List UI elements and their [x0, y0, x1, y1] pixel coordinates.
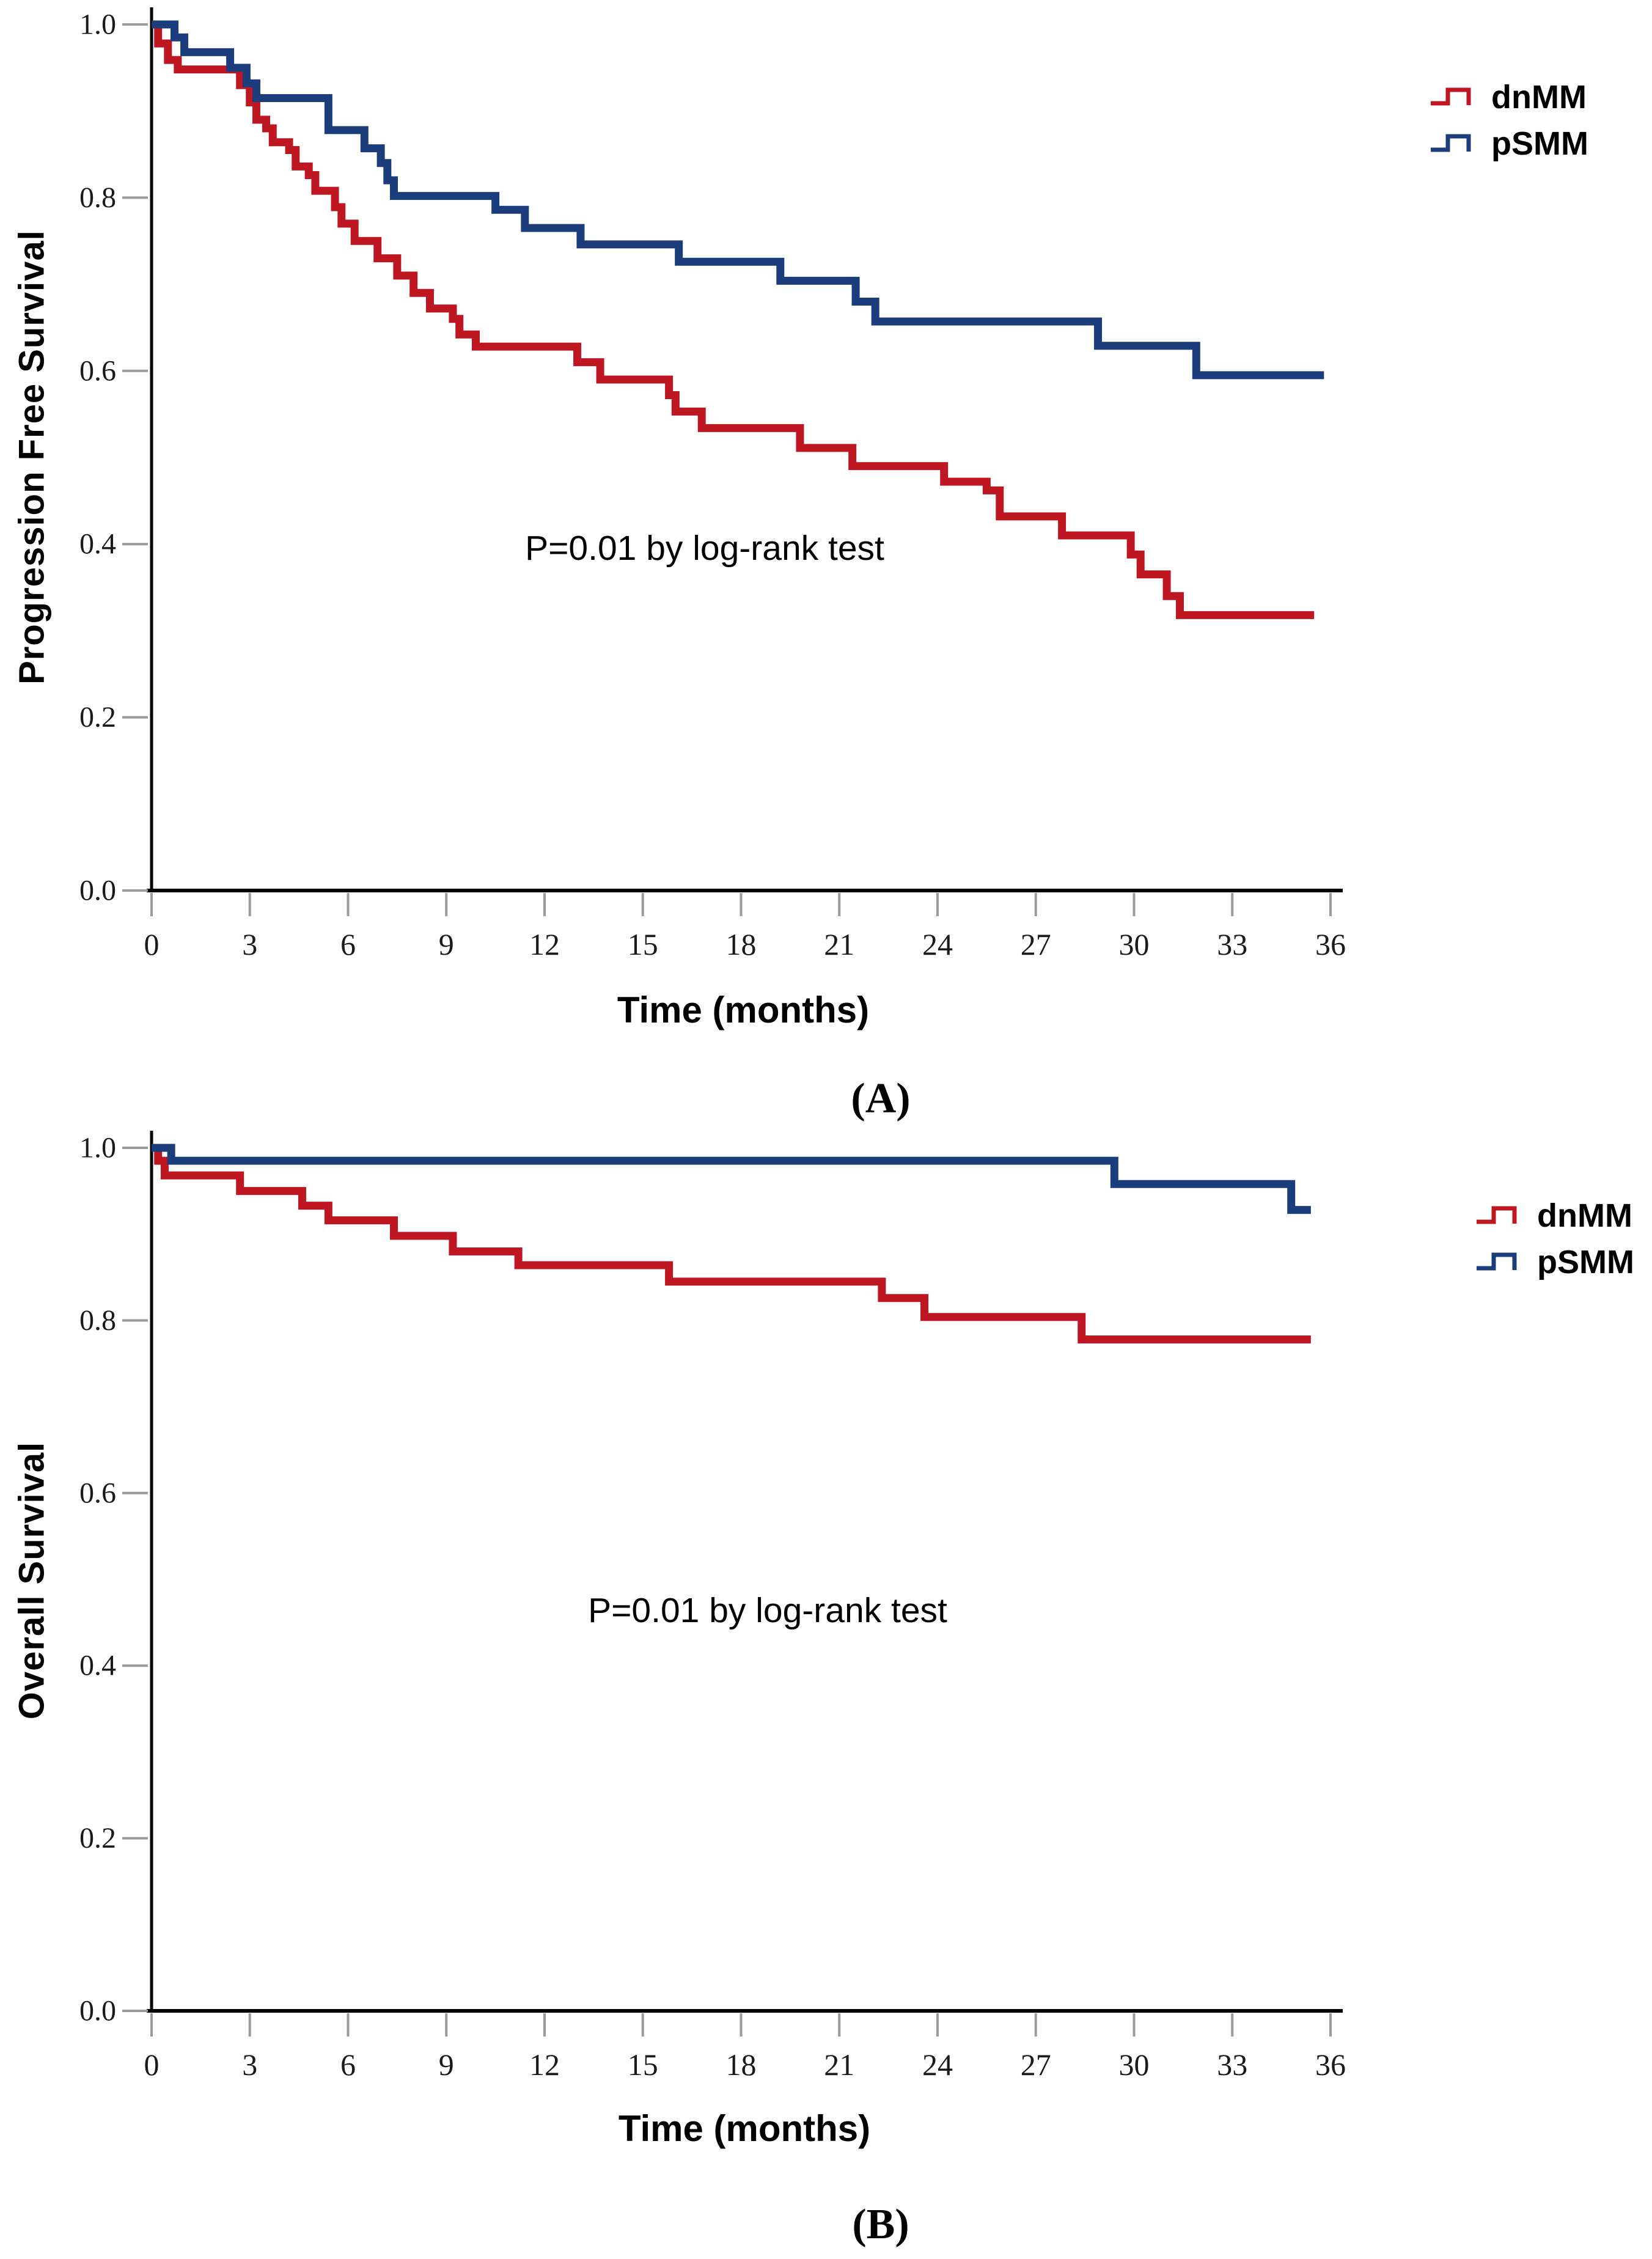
x-tick-label: 15 [628, 927, 658, 961]
pfs-x-axis-title: Time (months) [617, 990, 870, 1030]
x-tick-label: 30 [1119, 2048, 1150, 2082]
y-tick-label: 0.8 [79, 1304, 116, 1337]
y-tick-label: 0.4 [79, 528, 116, 560]
y-tick-label: 0.0 [79, 1995, 116, 2027]
pSMM-step-line-icon [1431, 134, 1471, 152]
os-panel-caption: (B) [852, 2201, 909, 2248]
os-y-axis-title: Overall Survival [12, 1441, 52, 1720]
series-pSMM-curve [152, 1144, 1311, 1214]
x-tick-label: 0 [144, 927, 160, 961]
y-tick-label: 0.2 [79, 1822, 116, 1854]
os-pvalue-annotation: P=0.01 by log-rank test [588, 1591, 947, 1630]
dnMM-step-glyph [1477, 1206, 1517, 1224]
pfs-legend: dnMM pSMM [1429, 78, 1588, 163]
x-tick-label: 33 [1217, 2048, 1247, 2082]
y-tick-label: 0.6 [79, 1477, 116, 1509]
pSMM-step-glyph [1477, 1252, 1517, 1271]
pSMM-step-glyph [1431, 134, 1471, 152]
pfs-pvalue-annotation: P=0.01 by log-rank test [525, 529, 884, 568]
legend-label-dnMM: dnMM [1537, 1197, 1632, 1234]
series-dnMM-curve [152, 20, 1315, 619]
x-tick-label: 9 [439, 927, 454, 961]
legend-label-pSMM: pSMM [1537, 1244, 1634, 1280]
pSMM-step-line-icon [1477, 1252, 1517, 1271]
legend-label-pSMM: pSMM [1491, 125, 1588, 162]
x-tick-label: 6 [340, 2048, 356, 2082]
x-tick-label: 30 [1119, 927, 1150, 961]
pfs-y-axis-title: Progression Free Survival [12, 230, 52, 685]
os-x-axis-title: Time (months) [618, 2108, 871, 2149]
legend-item-pSMM: pSMM [1429, 125, 1588, 163]
series-pSMM-curve [152, 20, 1324, 380]
y-tick-label: 0.4 [79, 1650, 116, 1682]
x-tick-label: 21 [824, 2048, 854, 2082]
x-tick-label: 24 [922, 2048, 953, 2082]
x-tick-label: 0 [144, 2048, 160, 2082]
dnMM-step-glyph [1431, 87, 1471, 106]
x-tick-label: 21 [824, 927, 854, 961]
x-tick-label: 33 [1217, 927, 1247, 961]
x-tick-label: 27 [1021, 927, 1051, 961]
legend-item-pSMM: pSMM [1475, 1243, 1634, 1281]
pfs-panel-caption: (A) [851, 1075, 911, 1122]
dnMM-step-line-icon [1477, 1206, 1517, 1224]
x-tick-label: 27 [1021, 2048, 1051, 2082]
x-tick-label: 24 [922, 927, 953, 961]
y-tick-label: 1.0 [79, 1132, 116, 1164]
x-tick-label: 36 [1315, 2048, 1346, 2082]
x-tick-label: 12 [529, 2048, 560, 2082]
x-tick-label: 18 [726, 927, 757, 961]
y-tick-label: 0.0 [79, 875, 116, 907]
y-tick-label: 0.6 [79, 354, 116, 387]
x-tick-label: 3 [242, 2048, 257, 2082]
x-tick-label: 18 [726, 2048, 757, 2082]
legend-item-dnMM: dnMM [1429, 78, 1588, 116]
x-tick-label: 12 [529, 927, 560, 961]
x-tick-label: 6 [340, 927, 356, 961]
x-tick-label: 15 [628, 2048, 658, 2082]
os-legend: dnMM pSMM [1475, 1197, 1634, 1281]
x-tick-label: 3 [242, 927, 257, 961]
x-tick-label: 36 [1315, 927, 1346, 961]
legend-label-dnMM: dnMM [1491, 79, 1587, 116]
y-tick-label: 0.8 [79, 182, 116, 214]
series-dnMM-curve [152, 1144, 1311, 1343]
y-tick-label: 1.0 [79, 9, 116, 41]
x-tick-label: 9 [439, 2048, 454, 2082]
y-tick-label: 0.2 [79, 701, 116, 733]
dnMM-step-line-icon [1431, 87, 1471, 106]
legend-item-dnMM: dnMM [1475, 1197, 1634, 1235]
